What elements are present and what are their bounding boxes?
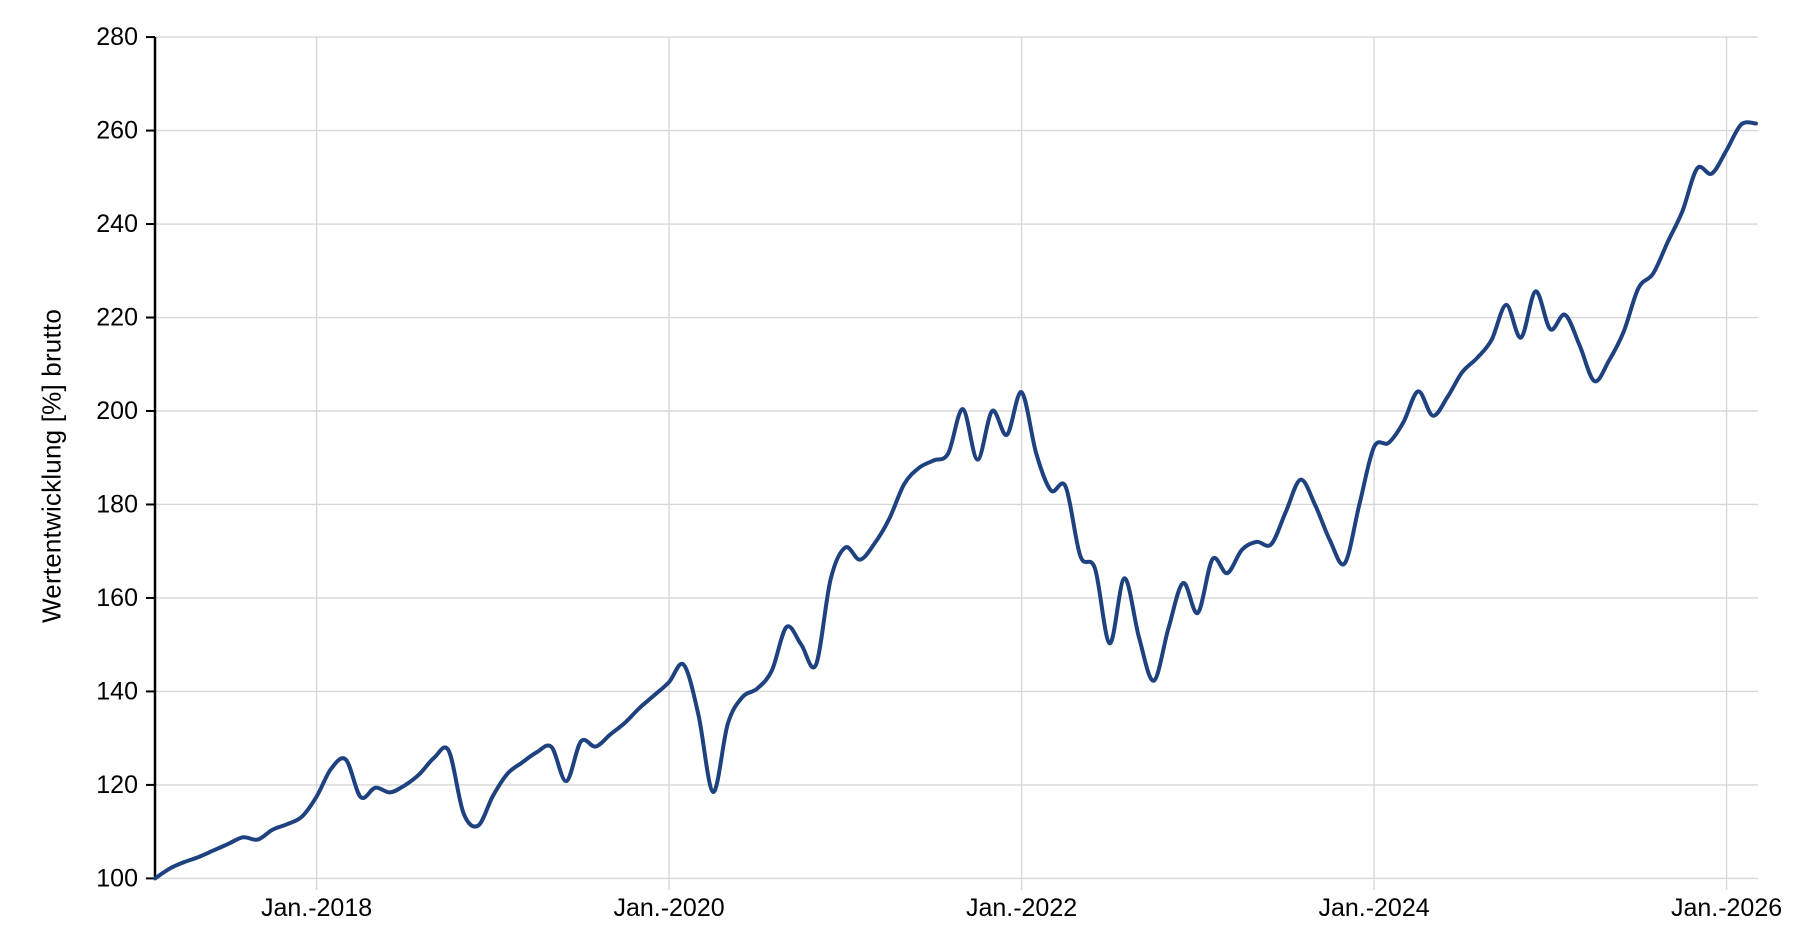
performance-series-line [153, 120, 1758, 881]
y-tick-label: 280 [96, 23, 138, 51]
x-tick-label: Jan.-2026 [1671, 894, 1782, 922]
x-tick-label: Jan.-2020 [613, 894, 724, 922]
y-tick-label: 240 [96, 210, 138, 238]
x-tick-label: Jan.-2018 [261, 894, 372, 922]
y-tick-label: 160 [96, 584, 138, 612]
y-tick-label: 220 [96, 304, 138, 332]
y-tick-label: 260 [96, 117, 138, 145]
y-tick-label: 200 [96, 397, 138, 425]
y-tick-label: 140 [96, 677, 138, 705]
y-tick-label: 180 [96, 490, 138, 518]
y-tick-label: 120 [96, 771, 138, 799]
y-tick-label: 100 [96, 864, 138, 892]
x-tick-label: Jan.-2022 [966, 894, 1077, 922]
x-tick-label: Jan.-2024 [1318, 894, 1429, 922]
y-axis-title: Wertentwicklung [%] brutto [36, 309, 67, 623]
